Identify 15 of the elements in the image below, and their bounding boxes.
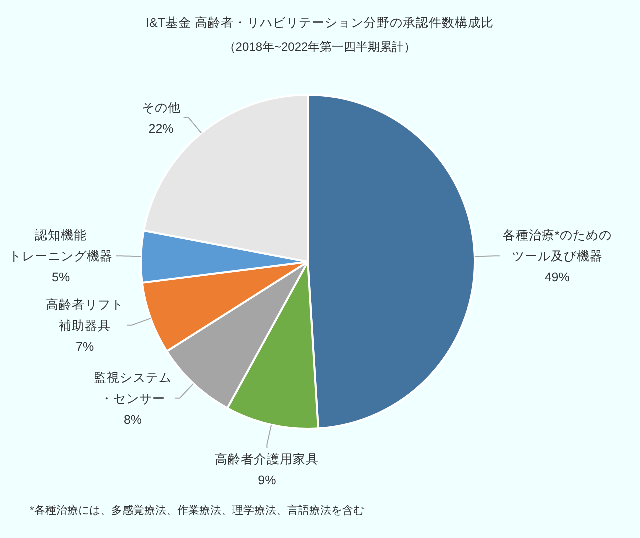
slice-label: 監視システム・センサー [94,370,172,406]
slice-label: 高齢者介護用家具 [215,452,320,467]
slice-label: 高齢者リフト補助器具 [46,296,124,333]
data-label: 49% [544,270,570,285]
chart-subtitle: （2018年~2022年第一四半期累計） [224,40,416,54]
data-label: 5% [52,270,70,285]
data-label: 9% [258,474,276,488]
data-label: 7% [76,340,94,354]
text: *各種治療には、多感覚療法、作業療法、理学療法、言語療法を含む [30,504,364,517]
data-label: 8% [124,412,142,427]
slice-label: 各種治療*のためのツール及び機器 [502,228,612,264]
slice-label: 認知機能トレーニング機器 [9,228,114,264]
slice-label: その他 [142,101,181,116]
data-label: 22% [148,122,174,136]
chart-title: I&T基金 高齢者・リハビリテーション分野の承認件数構成比 [146,15,494,30]
